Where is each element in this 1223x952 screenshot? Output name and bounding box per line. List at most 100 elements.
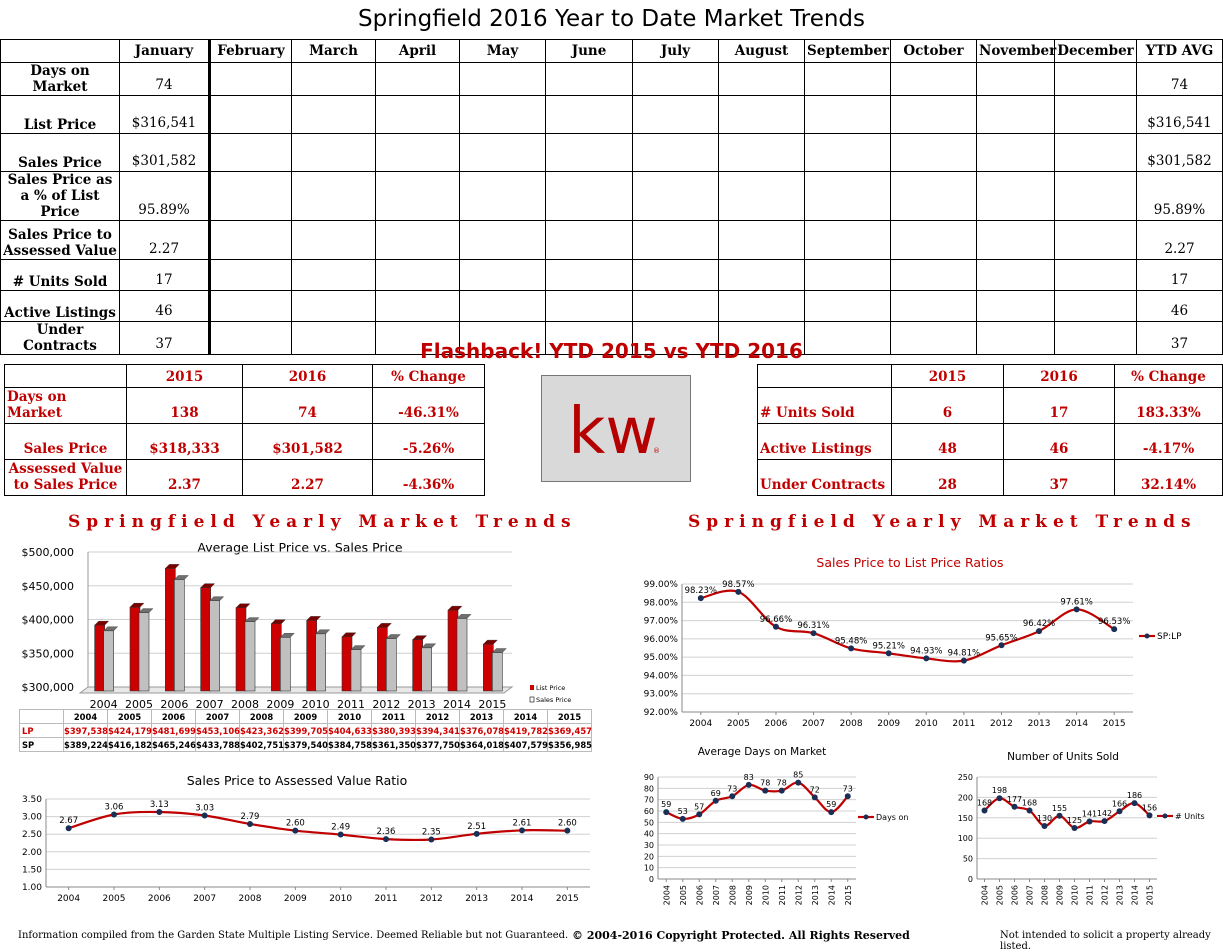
month-cell <box>545 290 633 322</box>
month-cell <box>459 133 546 172</box>
header-cell: May <box>459 39 546 63</box>
ytd-table: January February March April May June Ju… <box>0 39 1223 355</box>
data-point <box>519 827 525 834</box>
data-label: 78 <box>777 779 787 788</box>
value-cell: $361,350 <box>371 737 416 752</box>
y-tick-label: 96.00% <box>644 635 679 645</box>
data-label: 156 <box>1142 803 1157 812</box>
x-tick-label: 2015 <box>1103 719 1126 729</box>
row-label: Sales Price as a % of List Price <box>0 171 120 221</box>
bar-sales-price <box>492 652 503 692</box>
x-tick-label: 2010 <box>329 894 352 904</box>
month-cell <box>291 133 376 172</box>
row-label: Days on Market <box>4 387 127 424</box>
x-tick-label: 2008 <box>1041 885 1050 905</box>
data-label: 85 <box>793 771 803 780</box>
bar-table-row: SP $389,224 $416,182 $465,246 $433,788 $402,7… <box>19 737 592 752</box>
percent-change: -46.31% <box>372 387 485 424</box>
value-2016: 2.27 <box>242 459 373 496</box>
value-cell: $416,182 <box>107 737 152 752</box>
bar-list-price <box>447 609 459 692</box>
data-label: 2.49 <box>331 823 350 833</box>
value-cell: $453,106 <box>195 723 240 738</box>
header-cell: September <box>804 39 891 63</box>
x-tick-label: 2004 <box>90 698 118 710</box>
header-cell: 2015 <box>891 364 1004 388</box>
x-tick-label: 2007 <box>802 719 825 729</box>
data-point <box>428 836 435 843</box>
x-tick-label: 2015 <box>844 885 853 905</box>
row-label: Under Contracts <box>757 459 892 496</box>
legend-swatch <box>530 685 534 690</box>
data-point <box>65 825 72 832</box>
january-cell: 95.89% <box>119 171 211 221</box>
month-cell <box>804 133 891 172</box>
ytd-avg-cell: 46 <box>1136 290 1223 322</box>
x-tick-label: 2009 <box>284 894 307 904</box>
x-tick-label: 2009 <box>745 885 754 905</box>
month-cell <box>459 95 546 134</box>
data-point <box>844 793 851 800</box>
y-tick-label: 3.00 <box>22 813 42 823</box>
month-cell <box>209 133 292 172</box>
sp-to-assessed-chart: Sales Price to Assessed Value Ratio 1.00 1… <box>22 773 590 904</box>
header-cell: March <box>291 39 376 63</box>
bar-list-price <box>412 639 423 692</box>
x-tick-label: 2005 <box>727 719 750 729</box>
blank-cell <box>19 709 64 724</box>
data-label: 2.36 <box>377 827 396 837</box>
january-cell: 74 <box>119 62 211 96</box>
row-label: # Units Sold <box>757 387 892 424</box>
x-tick-label: 2015 <box>478 698 506 710</box>
x-tick-label: 2007 <box>196 698 224 710</box>
data-label: 186 <box>1127 791 1142 800</box>
y-tick-label: 60 <box>644 807 654 816</box>
y-tick-label: 95.00% <box>644 653 679 663</box>
january-cell: $316,541 <box>119 95 211 134</box>
month-cell <box>459 62 546 96</box>
data-point <box>1071 825 1078 831</box>
bar-top <box>447 605 463 611</box>
month-cell <box>545 171 633 221</box>
data-point <box>885 650 892 657</box>
january-cell: 46 <box>119 290 211 322</box>
x-tick-label: 2009 <box>1056 885 1065 905</box>
january-cell: 17 <box>119 259 211 291</box>
data-label: 141 <box>1082 809 1097 818</box>
y-tick-label: 2.00 <box>22 848 42 858</box>
x-tick-label: 2004 <box>57 894 80 904</box>
percent-change: -4.36% <box>372 459 485 496</box>
bar-sales-price <box>174 579 185 692</box>
data-point <box>201 812 208 819</box>
data-label: 53 <box>678 807 688 816</box>
value-cell: $377,750 <box>415 737 460 752</box>
sp-to-lp-chart: Sales Price to List Price Ratios 92.00% 93… <box>644 555 1183 729</box>
year-cell: 2013 <box>459 709 504 724</box>
january-cell: $301,582 <box>119 133 211 172</box>
month-cell <box>375 259 460 291</box>
month-cell <box>890 321 977 355</box>
month-cell <box>804 171 891 221</box>
x-tick-label: 2014 <box>1065 719 1088 729</box>
month-cell <box>291 321 376 355</box>
value-cell: $399,705 <box>283 723 328 738</box>
bar-top <box>94 620 110 626</box>
month-cell <box>1054 133 1137 172</box>
x-tick-label: 2008 <box>231 698 259 710</box>
x-tick-label: 2011 <box>952 719 975 729</box>
value-2016: 37 <box>1003 459 1115 496</box>
data-point <box>1026 807 1033 814</box>
header-cell <box>4 364 127 388</box>
data-label: 59 <box>826 800 836 809</box>
value-2016: 74 <box>242 387 373 424</box>
x-tick-label: 2010 <box>761 885 770 905</box>
bar-sales-price <box>386 638 397 692</box>
month-cell <box>976 290 1055 322</box>
year-cell: 2014 <box>503 709 548 724</box>
row-label: Sales Price to Assessed Value <box>0 220 120 260</box>
section-title-left: Springfield Yearly Market Trends <box>68 512 577 532</box>
bar-top <box>200 583 216 588</box>
data-label: 142 <box>1097 809 1112 818</box>
avg-list-vs-sales-chart: Average List Price vs. Sales Price $300,0… <box>22 540 572 710</box>
